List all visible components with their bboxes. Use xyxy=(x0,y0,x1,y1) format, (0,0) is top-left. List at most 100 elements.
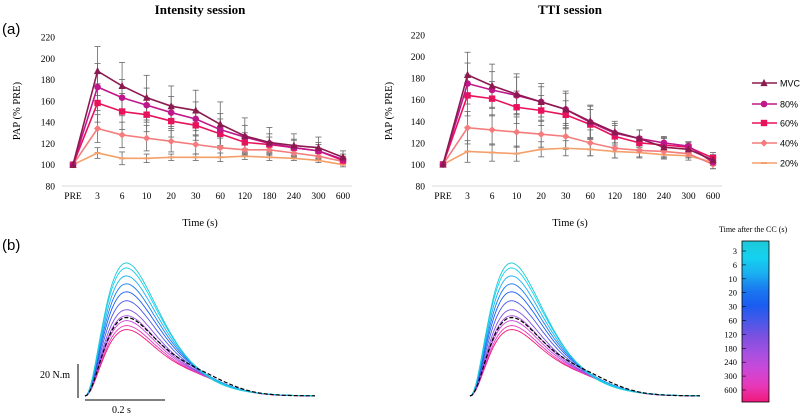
twitch-trace xyxy=(469,325,701,397)
colorbar-label: 240 xyxy=(724,357,737,367)
baseline-trace xyxy=(469,316,700,397)
marker-triangle xyxy=(463,70,472,79)
panel-label-b: (b) xyxy=(2,237,20,254)
marker-triangle xyxy=(118,81,126,90)
x-tick-label: 10 xyxy=(142,192,152,202)
y-tick-label: 140 xyxy=(41,119,56,129)
marker-square xyxy=(118,108,126,115)
y-tick-label: 140 xyxy=(411,118,426,128)
x-tick-label: 60 xyxy=(216,192,226,202)
intensity-session-chart: Intensity session 80 100 120 140 160 180 200 220… xyxy=(12,2,352,229)
twitch-trace xyxy=(84,300,315,397)
marker-diamond xyxy=(167,137,175,145)
y-tick-label: 100 xyxy=(411,161,426,171)
marker-diamond xyxy=(93,124,102,133)
marker-diamond xyxy=(192,140,200,149)
series-line-40pct xyxy=(442,126,714,166)
x-tick-label: 60 xyxy=(586,192,596,202)
torque-scale-label: 20 N.m xyxy=(40,370,70,381)
marker-triangle xyxy=(709,156,717,164)
colorbar-label: 600 xyxy=(724,385,737,395)
marker-diamond xyxy=(586,139,594,147)
marker-circle xyxy=(94,83,101,91)
y-tick-label: 180 xyxy=(41,76,56,86)
marker-diamond xyxy=(290,149,298,157)
twitch-trace xyxy=(84,275,316,397)
x-tick-label: 20 xyxy=(536,192,546,202)
twitch-trace xyxy=(84,262,315,397)
legend-label: MVC xyxy=(780,79,800,89)
marker-triangle xyxy=(537,97,545,105)
x-tick-label: 6 xyxy=(120,192,125,202)
twitch-trace xyxy=(469,275,701,397)
series-line-60pct xyxy=(442,94,714,165)
marker-triangle xyxy=(635,134,643,142)
torque-traces-tti xyxy=(469,262,701,397)
x-tick-label: 30 xyxy=(191,192,201,202)
marker-triangle xyxy=(93,66,102,75)
marker-diamond xyxy=(143,134,151,142)
colorbar-title: Time after the CC (s) xyxy=(719,225,787,234)
x-axis-label: Time (s) xyxy=(182,218,218,229)
series-line-MVC xyxy=(72,69,344,165)
y-tick-label: 220 xyxy=(41,34,56,44)
x-tick-label: 120 xyxy=(608,192,623,202)
marker-diamond xyxy=(265,146,273,154)
x-tick-label: 600 xyxy=(706,192,721,202)
marker-diamond xyxy=(760,139,768,147)
marker-square xyxy=(167,117,175,125)
marker-diamond xyxy=(562,132,570,140)
colorbar-label: 300 xyxy=(724,371,737,381)
x-tick-label: 3 xyxy=(465,192,470,202)
twitch-trace xyxy=(84,329,315,397)
legend-label: 20% xyxy=(780,159,798,169)
panel-label-a: (a) xyxy=(2,21,20,38)
marker-square xyxy=(241,139,249,146)
x-tick-label: 180 xyxy=(262,192,277,202)
twitch-trace xyxy=(469,300,700,397)
scale-bars: 20 N.m 0.2 s xyxy=(40,364,165,416)
series-line-80pct xyxy=(72,85,344,165)
y-tick-label: 80 xyxy=(416,183,426,193)
series-line-20pct xyxy=(442,147,714,166)
y-tick-label: 160 xyxy=(41,97,56,107)
marker-circle xyxy=(216,126,224,133)
twitch-trace xyxy=(469,283,700,397)
series-line-40pct xyxy=(72,127,344,166)
y-tick-label: 220 xyxy=(411,32,426,42)
legend-label: 40% xyxy=(780,139,798,149)
legend-label: 80% xyxy=(780,100,798,110)
marker-diamond xyxy=(635,146,643,155)
marker-diamond xyxy=(611,144,619,152)
marker-triangle xyxy=(586,117,594,125)
marker-square xyxy=(217,130,224,138)
y-tick-label: 200 xyxy=(411,53,426,63)
colorbar-label: 3 xyxy=(733,246,737,256)
marker-triangle xyxy=(241,131,249,140)
x-tick-label: 240 xyxy=(287,192,302,202)
marker-diamond xyxy=(537,130,545,138)
marker-circle xyxy=(660,139,668,147)
marker-circle xyxy=(760,100,768,108)
marker-triangle xyxy=(611,127,619,136)
torque-traces-intensity xyxy=(84,262,316,397)
twitch-trace xyxy=(469,262,700,397)
twitch-trace xyxy=(469,329,700,397)
marker-square xyxy=(537,107,545,114)
twitch-trace xyxy=(84,283,315,397)
y-tick-label: 160 xyxy=(411,96,426,106)
x-tick-label: PRE xyxy=(64,192,82,202)
x-tick-label: 3 xyxy=(95,192,100,202)
marker-circle xyxy=(118,94,126,101)
tti-session-chart: TTI session 80 100 120 140 160 180 200 220 PRE 3 6 1… xyxy=(384,2,722,229)
colorbar-label: 20 xyxy=(729,288,738,298)
marker-square xyxy=(464,92,471,99)
marker-triangle xyxy=(265,138,273,146)
marker-triangle xyxy=(684,145,693,153)
x-tick-label: 300 xyxy=(311,192,326,202)
twitch-trace xyxy=(84,309,315,397)
marker-triangle xyxy=(760,78,768,87)
x-tick-label: 10 xyxy=(512,192,522,202)
marker-diamond xyxy=(513,128,521,136)
